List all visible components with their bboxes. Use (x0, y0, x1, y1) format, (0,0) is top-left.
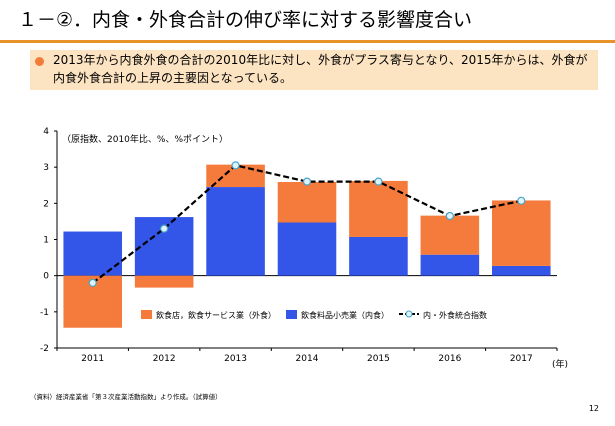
total-index-point (160, 224, 169, 233)
legend-label: 飲食料品小売業（内食） (301, 310, 389, 320)
bar-segment (492, 265, 551, 276)
x-tick-label: 2012 (153, 354, 176, 364)
legend-swatch (141, 310, 152, 319)
legend-label: 内・外食統合指数 (423, 310, 487, 320)
total-index-point (231, 161, 240, 170)
x-tick-label: 2017 (510, 354, 533, 364)
y-tick-label: 1 (43, 236, 49, 246)
x-tick-label: 2011 (81, 354, 104, 364)
bar-segment (206, 187, 265, 276)
x-tick-label: 2016 (438, 354, 461, 364)
y-tick-label: -2 (40, 344, 49, 354)
total-index-point (517, 196, 526, 205)
summary-box: 2013年から内食外食の合計の2010年比に対し、外食がプラス寄与となり、201… (30, 50, 598, 90)
slide-title: １－②．内食・外食合計の伸び率に対する影響度合い (18, 9, 473, 31)
x-tick-label: 2014 (296, 354, 319, 364)
bar-segment (349, 180, 408, 237)
legend-swatch (286, 310, 297, 319)
total-index-point (302, 177, 312, 186)
x-tick-label: 2013 (224, 354, 247, 364)
total-line (88, 161, 526, 287)
bar-segment (134, 275, 194, 288)
bar-segment (420, 215, 480, 255)
bar-segment (277, 181, 337, 223)
legend: 飲食店，飲食サービス業（外食） 飲食料品小売業（内食） 内・外食統合指数 (141, 310, 487, 320)
bullet-icon (35, 57, 44, 66)
y-tick-label: -1 (40, 308, 49, 318)
bar-segment (349, 236, 408, 276)
x-tick-label: 2015 (367, 354, 390, 364)
legend-label: 飲食店，飲食サービス業（外食） (156, 310, 276, 320)
bar-segment (206, 164, 265, 188)
bar-segment (277, 222, 337, 276)
total-index-point (445, 211, 454, 221)
bar-segment (492, 200, 551, 266)
y-tick-label: 4 (43, 127, 49, 137)
y-tick-label: 3 (43, 163, 49, 173)
y-tick-label: 0 (43, 272, 49, 282)
bars (63, 164, 551, 328)
total-index-point (88, 278, 97, 287)
source-note: （資料）経済産業省「第３次産業活動指数」より作成。（試算値） (30, 393, 222, 401)
x-axis-label: (年) (552, 358, 568, 370)
tick-labels: -2 -1 0 1 2 3 4 2011 2012 2013 2014 2015 2016 2017 (40, 127, 533, 364)
bar-segment (420, 254, 480, 276)
summary-text: 2013年から内食外食の合計の2010年比に対し、外食がプラス寄与となり、201… (53, 53, 588, 85)
y-tick-label: 2 (43, 199, 49, 209)
legend-marker (405, 310, 413, 318)
title-divider (0, 40, 615, 43)
bar-segment (63, 231, 122, 276)
unit-note: （原指数、2010年比、%、%ポイント） (62, 133, 228, 145)
total-index-point (374, 177, 383, 186)
page-number: 12 (588, 404, 599, 413)
